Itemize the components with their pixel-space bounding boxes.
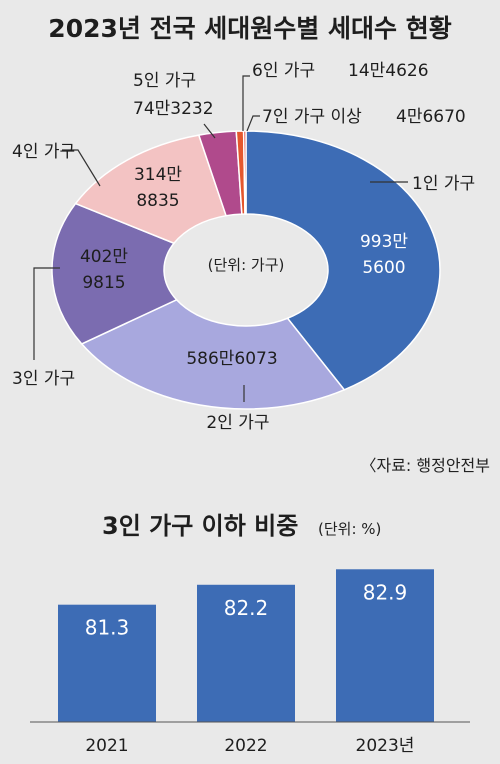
- source-note: 〈자료: 행정안전부: [360, 456, 490, 475]
- slice-value-label-1: 993만: [360, 232, 408, 252]
- leader-line-3: [33, 267, 60, 360]
- bar-value-label: 81.3: [85, 616, 130, 640]
- donut-chart: [51, 130, 441, 410]
- slice-category-label-4: 4인 가구: [12, 142, 75, 162]
- slice-value-label-3: 9815: [82, 273, 125, 293]
- slice-category-label-3: 3인 가구: [12, 369, 75, 389]
- x-tick-label: 2021: [85, 736, 128, 756]
- bar-2021: [58, 604, 156, 722]
- slice-category-label-6: 6인 가구: [252, 61, 315, 81]
- bar-2022: [197, 584, 295, 722]
- donut-slice-7: [242, 130, 247, 215]
- donut-slice-3: [51, 202, 178, 345]
- slice-category-label-7: 7인 가구 이상: [262, 107, 362, 127]
- slice-value-label-3: 402만: [80, 247, 128, 267]
- bar-value-label: 82.9: [363, 580, 408, 604]
- leader-line-5: [203, 123, 216, 139]
- slice-category-label-1: 1인 가구: [412, 174, 475, 194]
- donut-unit-label: (단위: 가구): [208, 256, 285, 274]
- leader-line-6: [242, 75, 250, 131]
- donut-slice-2: [80, 298, 346, 410]
- x-tick-label: 2023년: [356, 736, 415, 756]
- slice-value-label-6: 14만4626: [348, 61, 429, 81]
- donut-labels: 993만 5600 586만6073 402만 9815 314만 8835 1인 가구 2인 …: [12, 61, 475, 433]
- bar-chart-unit-label: (단위: %): [318, 520, 381, 538]
- bar-chart: 81.3 2021 82.2 2022 82.9 2023년: [30, 569, 470, 756]
- slice-value-label-4: 8835: [136, 191, 179, 211]
- slice-value-label-4: 314만: [134, 165, 182, 185]
- bar-value-label: 82.2: [224, 596, 269, 620]
- slice-value-label-5: 74만3232: [133, 99, 214, 119]
- slice-category-label-2: 2인 가구: [206, 413, 269, 433]
- slice-value-label-2: 586만6073: [186, 349, 277, 369]
- slice-category-label-5: 5인 가구: [133, 71, 196, 91]
- leader-line-7: [246, 115, 260, 132]
- donut-slice-1: [245, 130, 441, 391]
- x-tick-label: 2022: [224, 736, 267, 756]
- slice-value-label-1: 5600: [362, 258, 405, 278]
- leader-line-4: [62, 149, 101, 187]
- bar-chart-title: 3인 가구 이하 비중: [102, 512, 298, 540]
- bar-2023: [336, 569, 434, 722]
- slice-value-label-7: 4만6670: [396, 107, 466, 127]
- donut-chart-title: 2023년 전국 세대원수별 세대수 현황: [48, 14, 451, 43]
- donut-slice-4: [74, 134, 228, 245]
